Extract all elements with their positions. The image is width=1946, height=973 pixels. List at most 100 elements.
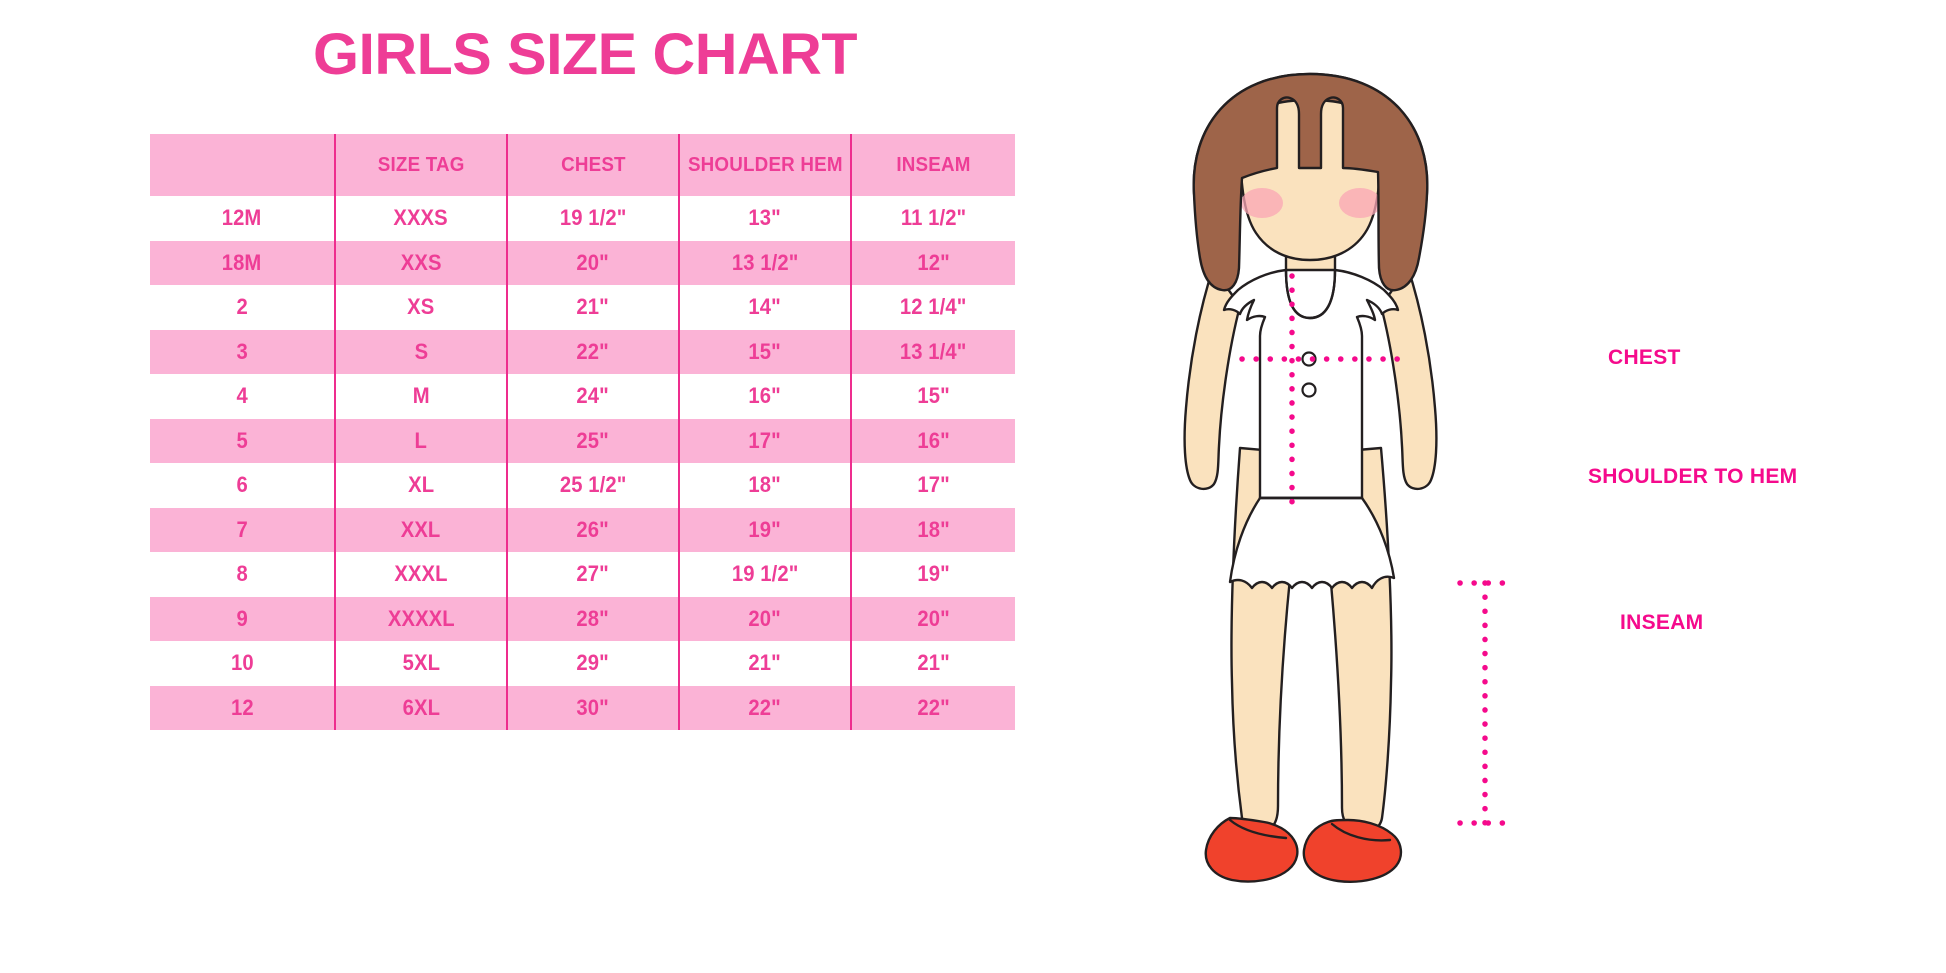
table-row: 8 XXXL 27" 19 1/2" 19" (150, 552, 1015, 597)
column-header-shoulder-hem-label: SHOULDER HEM (687, 153, 843, 176)
cell-size-tag-value: 5XL (402, 650, 440, 676)
table-body: 12M XXXS 19 1/2" 13" 11 1/2" 18M XXS 20" 13 1/2"… (150, 196, 1015, 730)
column-header-size (150, 134, 335, 196)
table-row: 18M XXS 20" 13 1/2" 12" (150, 240, 1015, 285)
table-row: 9 XXXXL 28" 20" 20" (150, 596, 1015, 641)
cell-size-tag-value: M (412, 383, 430, 409)
cell-inseam: 20" (850, 596, 1015, 641)
table-row: 5 L 25" 17" 16" (150, 418, 1015, 463)
cell-shoulder-hem: 21" (678, 641, 851, 686)
cell-inseam-value: 18" (917, 516, 950, 542)
cell-size: 8 (150, 552, 335, 597)
right-cheek (1339, 188, 1381, 218)
right-shoe (1302, 818, 1403, 883)
cell-size-value: 6 (236, 472, 248, 498)
cell-inseam: 11 1/2" (850, 196, 1015, 241)
table-row: 6 XL 25 1/2" 18" 17" (150, 463, 1015, 508)
cell-size-value: 7 (236, 516, 248, 542)
cell-inseam: 15" (850, 374, 1015, 419)
column-header-shoulder-hem: SHOULDER HEM (678, 134, 851, 196)
cell-chest: 30" (506, 685, 679, 730)
table-row: 12M XXXS 19 1/2" 13" 11 1/2" (150, 196, 1015, 241)
girl-figure-svg (1183, 72, 1513, 883)
cell-size-tag-value: XXXL (394, 561, 448, 587)
cell-shoulder-hem-value: 19 1/2" (731, 561, 799, 587)
cell-shoulder-hem-value: 13 1/2" (731, 249, 799, 275)
cell-shoulder-hem-value: 19" (748, 516, 782, 542)
cell-inseam: 18" (850, 507, 1015, 552)
cell-inseam-value: 12 1/4" (900, 294, 967, 320)
cell-inseam-value: 12" (917, 249, 950, 275)
table-row: 2 XS 21" 14" 12 1/4" (150, 285, 1015, 330)
column-header-chest-label: CHEST (560, 153, 626, 176)
cell-inseam: 17" (850, 463, 1015, 508)
table-row: 12 6XL 30" 22" 22" (150, 685, 1015, 730)
cell-chest: 29" (506, 641, 679, 686)
cell-inseam-value: 17" (917, 472, 950, 498)
cell-shoulder-hem: 15" (678, 329, 851, 374)
cell-size-value: 12 (230, 694, 254, 720)
cell-inseam: 21" (850, 641, 1015, 686)
cell-inseam: 16" (850, 418, 1015, 463)
cell-chest: 25" (506, 418, 679, 463)
cell-chest-value: 21" (576, 294, 610, 320)
column-header-size-tag: SIZE TAG (334, 134, 507, 196)
cell-size-tag: M (334, 374, 507, 419)
callout-shoulder-to-hem: SHOULDER TO HEM (1588, 465, 1798, 488)
girl-illustration (1090, 18, 1570, 948)
left-arm (1183, 266, 1242, 491)
cell-inseam: 13 1/4" (850, 329, 1015, 374)
cell-size-value: 18M (222, 249, 262, 275)
table-row: 3 S 22" 15" 13 1/4" (150, 329, 1015, 374)
cell-size-value: 3 (236, 338, 248, 364)
cell-size: 12M (150, 196, 335, 241)
cell-size-tag: XXXXL (334, 596, 507, 641)
cell-inseam-value: 15" (917, 383, 950, 409)
cell-size-tag-value: 6XL (402, 694, 440, 720)
cell-size-tag: XXXL (334, 552, 507, 597)
size-chart-table: SIZE TAG CHEST SHOULDER HEM INSEAM 12M XX… (150, 134, 1015, 730)
cell-shoulder-hem: 13" (678, 196, 851, 241)
cell-chest: 25 1/2" (506, 463, 679, 508)
cell-size-tag: XL (334, 463, 507, 508)
cell-shoulder-hem-value: 21" (748, 650, 782, 676)
cell-size-value: 12M (222, 205, 262, 231)
cell-chest-value: 20" (576, 249, 610, 275)
cell-shoulder-hem-value: 20" (748, 605, 782, 631)
cell-inseam: 19" (850, 552, 1015, 597)
top-neckline (1284, 268, 1337, 320)
cell-inseam-value: 19" (917, 561, 950, 587)
cell-chest: 22" (506, 329, 679, 374)
cell-size: 6 (150, 463, 335, 508)
cell-shoulder-hem: 20" (678, 596, 851, 641)
cell-size-tag: XXS (334, 240, 507, 285)
cell-size-tag-value: XXXS (393, 205, 449, 231)
callout-chest: CHEST (1608, 346, 1681, 369)
cell-chest: 19 1/2" (506, 196, 679, 241)
left-shoe (1204, 816, 1299, 883)
button-upper (1301, 351, 1317, 367)
cell-shoulder-hem-value: 16" (748, 383, 782, 409)
cell-inseam-value: 16" (917, 427, 950, 453)
skirt (1228, 496, 1396, 590)
button-lower (1301, 382, 1317, 398)
cell-chest-value: 22" (576, 338, 610, 364)
cell-size-tag-value: XL (407, 472, 435, 498)
cell-shoulder-hem: 19" (678, 507, 851, 552)
cell-chest-value: 26" (576, 516, 610, 542)
cell-size: 9 (150, 596, 335, 641)
cell-shoulder-hem-value: 14" (748, 294, 782, 320)
cell-chest-value: 19 1/2" (559, 205, 627, 231)
cell-size-tag-value: XXXXL (387, 605, 455, 631)
cell-size-tag: L (334, 418, 507, 463)
cell-shoulder-hem-value: 17" (748, 427, 782, 453)
cell-shoulder-hem: 22" (678, 685, 851, 730)
left-shoe-strap (1228, 818, 1288, 840)
cell-size: 10 (150, 641, 335, 686)
size-chart-table-container: SIZE TAG CHEST SHOULDER HEM INSEAM 12M XX… (150, 134, 1015, 730)
cell-chest: 28" (506, 596, 679, 641)
cell-size-tag: 5XL (334, 641, 507, 686)
cell-size-value: 5 (236, 427, 248, 453)
cell-size-value: 8 (236, 561, 248, 587)
